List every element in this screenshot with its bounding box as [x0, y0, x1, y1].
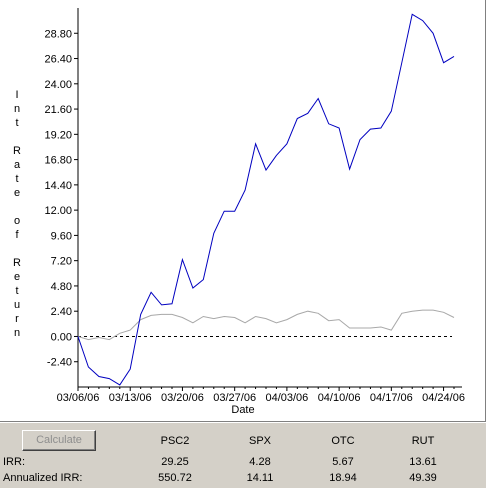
y-tick-label: 26.40: [44, 54, 72, 66]
x-tick-label: 03/27/06: [213, 392, 256, 404]
x-tick-label: 03/13/06: [109, 392, 152, 404]
y-axis-label-char: r: [15, 313, 19, 325]
y-tick-label: 2.40: [51, 306, 72, 318]
y-tick-label: 21.60: [44, 104, 72, 116]
column-header-rut: RUT: [411, 435, 435, 447]
y-tick-label: 12.00: [44, 205, 72, 217]
y-tick-label: 24.00: [44, 79, 72, 91]
y-axis-label-char: I: [15, 89, 19, 101]
irr-value-spx: 4.28: [249, 456, 271, 468]
column-header-spx: SPX: [248, 435, 271, 447]
annualized-irr-value-spx: 14.11: [246, 472, 274, 484]
y-axis-label-char: f: [15, 229, 19, 241]
y-tick-label: 16.80: [44, 155, 72, 167]
x-tick-label: 03/06/06: [57, 392, 100, 404]
annualized-irr-value-otc: 18.94: [329, 472, 357, 484]
irr-value-rut: 13.61: [409, 456, 437, 468]
y-axis-label-char: n: [13, 103, 21, 115]
x-tick-label: 04/24/06: [422, 392, 465, 404]
y-axis-label-char: a: [13, 159, 21, 171]
irr-row-label: IRR:: [3, 456, 25, 468]
y-axis-label-char: u: [13, 299, 21, 311]
annualized-irr-row-label: Annualized IRR:: [3, 472, 83, 484]
y-axis-label-gap: [11, 130, 23, 144]
y-tick-label: 4.80: [51, 281, 72, 293]
x-tick-label: 04/17/06: [370, 392, 413, 404]
y-axis-label-char: e: [13, 187, 21, 199]
irr-line-chart: 28.80 26.40 24.00 21.60 19.20 16.80 14.40 12.00…: [44, 8, 465, 416]
y-tick-label: 14.40: [44, 180, 72, 192]
y-axis-label-char: o: [13, 215, 21, 227]
calculate-button[interactable]: Calculate: [22, 430, 96, 451]
x-tick-label: 03/20/06: [161, 392, 204, 404]
y-axis-label-char: R: [13, 257, 21, 269]
y-tick-label: 19.20: [44, 129, 72, 141]
y-axis-label-gap: [11, 242, 23, 256]
column-header-psc2: PSC2: [160, 435, 190, 447]
annualized-irr-value-psc2: 550.72: [158, 472, 192, 484]
irr-value-otc: 5.67: [332, 456, 354, 468]
y-tick-label: 0.00: [51, 331, 72, 343]
y-tick-label: 28.80: [44, 28, 72, 40]
x-tick-label: 04/10/06: [318, 392, 361, 404]
y-tick-label: 9.60: [51, 230, 72, 242]
series-line-primary: [77, 13, 455, 386]
y-tick-label: -2.40: [47, 357, 72, 369]
y-axis-label-char: R: [13, 145, 21, 157]
results-panel: Calculate PSC2 SPX OTC RUT IRR: 29.25 4.…: [0, 422, 486, 488]
y-axis-label-char: t: [15, 173, 19, 185]
y-axis-label-char: n: [13, 327, 21, 339]
irr-value-psc2: 29.25: [161, 456, 189, 468]
y-tick-label: 7.20: [51, 256, 72, 268]
x-axis-label: Date: [231, 404, 254, 416]
y-axis-label-char: t: [15, 285, 19, 297]
y-axis-label-char: t: [15, 117, 19, 129]
irr-chart-panel: 28.80 26.40 24.00 21.60 19.20 16.80 14.40 12.00…: [0, 0, 486, 422]
annualized-irr-value-rut: 49.39: [409, 472, 437, 484]
series-line-secondary: [77, 309, 455, 341]
y-axis-label-gap: [11, 200, 23, 214]
y-axis-label-char: e: [13, 271, 21, 283]
x-tick-label: 04/03/06: [265, 392, 308, 404]
column-header-otc: OTC: [331, 435, 355, 447]
